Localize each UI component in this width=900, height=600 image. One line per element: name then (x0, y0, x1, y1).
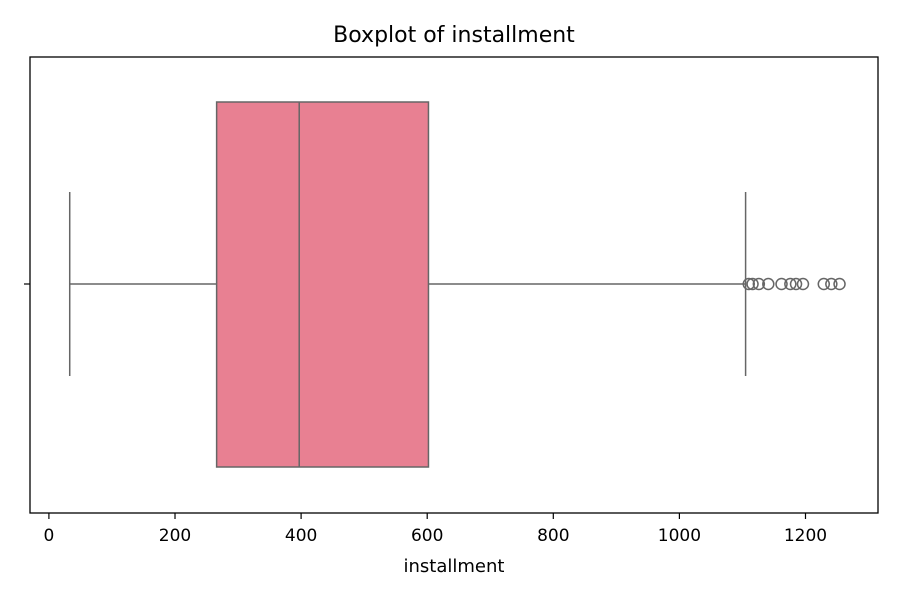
outlier-point (752, 277, 766, 291)
x-tick-label: 1200 (784, 526, 827, 546)
plot-area (68, 101, 846, 468)
x-tick-label: 0 (44, 526, 55, 546)
outlier-point (742, 277, 756, 291)
outlier-point (762, 277, 775, 291)
x-tick-label: 400 (285, 526, 317, 546)
axes-frame (29, 56, 879, 514)
x-tick-label: 800 (537, 526, 569, 546)
outlier-point (796, 277, 810, 291)
outlier-point (784, 277, 797, 291)
x-tick-label: 600 (411, 526, 443, 546)
x-tick-label: 200 (159, 526, 191, 546)
iqr-box (215, 101, 430, 468)
outlier-point (825, 277, 838, 291)
outlier-point (789, 277, 803, 291)
outlier-point (775, 277, 788, 291)
chart-title: Boxplot of installment (333, 23, 575, 48)
x-tick-label: 1000 (658, 526, 701, 546)
outlier-point (746, 277, 759, 291)
x-axis: 0 200 400 600 800 1000 1200 (44, 513, 827, 546)
outlier-point (833, 277, 846, 291)
outlier-point (817, 277, 831, 291)
x-axis-label: installment (404, 556, 505, 577)
